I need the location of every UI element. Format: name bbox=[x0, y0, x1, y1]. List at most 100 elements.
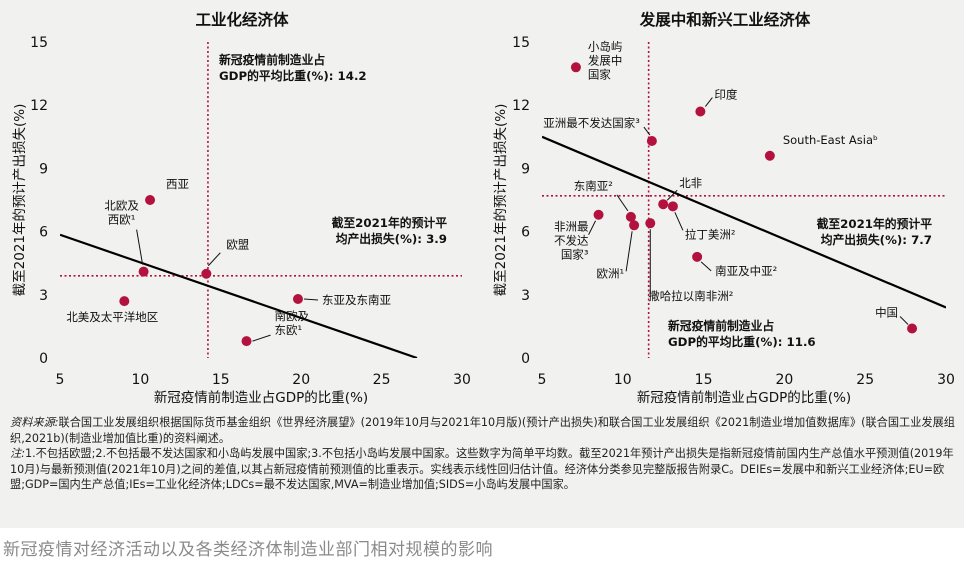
x-tick-label: 30 bbox=[937, 372, 955, 388]
data-point bbox=[570, 62, 581, 73]
data-point-label: 印度 bbox=[714, 88, 737, 102]
chart-title: 工业化经济体 bbox=[195, 10, 289, 29]
x-axis-label: 新冠疫情前制造业占GDP的比重(%) bbox=[154, 389, 368, 406]
label-leader-line bbox=[700, 261, 712, 272]
label-leader-line bbox=[303, 298, 319, 301]
y-tick-label: 0 bbox=[521, 351, 530, 367]
x-tick-label: 10 bbox=[614, 372, 632, 388]
y-tick-label: 6 bbox=[521, 225, 530, 241]
reference-lines bbox=[60, 42, 462, 358]
data-point bbox=[764, 150, 775, 161]
x-tick-label: 25 bbox=[373, 372, 391, 388]
x-tick-label: 5 bbox=[538, 372, 547, 388]
data-point-label: 南欧及 bbox=[275, 309, 310, 323]
x-tick-label: 30 bbox=[453, 372, 471, 388]
data-point-label: 发展中 bbox=[588, 53, 623, 67]
figure-panel: 工业化经济体 截至2021年的预计产出损失(%) 新冠疫情前制造业占GDP的比重… bbox=[0, 0, 964, 528]
notes-text: 1.不包括欧盟;2.不包括最不发达国家和小岛屿发展中国家;3.不包括小岛屿发展中… bbox=[10, 447, 954, 492]
data-point bbox=[138, 266, 149, 277]
label-leader-line bbox=[616, 194, 629, 212]
source-notes: 资料来源:联合国工业发展组织根据国际货币基金组织《世界经济展望》(2019年10… bbox=[10, 415, 956, 493]
data-point bbox=[658, 199, 669, 210]
vline-annotation-line1: 新冠疫情前制造业占 bbox=[219, 53, 325, 67]
data-point-label: 中国 bbox=[875, 306, 898, 320]
label-leader-line bbox=[207, 252, 221, 267]
data-point bbox=[119, 296, 130, 307]
data-point-label: 非洲最 bbox=[554, 220, 589, 234]
x-tick-label: 10 bbox=[131, 372, 149, 388]
label-leader-line bbox=[136, 229, 144, 265]
data-point bbox=[292, 294, 303, 305]
data-point-label: 西亚 bbox=[166, 177, 189, 191]
reference-lines bbox=[542, 42, 946, 358]
chart-developing-emerging: 发展中和新兴工业经济体 截至2021年的预计产出损失(%) 新冠疫情前制造业占 G… bbox=[493, 10, 955, 406]
label-leader-line bbox=[588, 220, 597, 235]
hline-annotation-line2: 均产出损失(%): 7.7 bbox=[821, 233, 932, 247]
regression-line bbox=[542, 135, 946, 309]
tick-labels: 5 10 15 20 25 30 0 3 6 9 12 15 bbox=[30, 35, 471, 388]
data-point-label: 亚洲最不发达国家³ bbox=[543, 116, 640, 130]
y-tick-label: 12 bbox=[30, 98, 48, 114]
data-point bbox=[201, 268, 212, 279]
data-point-label: 东亚及东南亚 bbox=[322, 293, 391, 307]
y-axis-label: 截至2021年的预计产出损失(%) bbox=[12, 104, 28, 297]
data-point bbox=[241, 336, 252, 347]
reference-annotations: 新冠疫情前制造业占 GDP的平均比重(%): 14.2 截至2021年的预计平 … bbox=[219, 53, 447, 246]
label-leader-line bbox=[252, 334, 271, 342]
regression-line-group bbox=[60, 233, 418, 358]
vline-annotation-line2: GDP的平均比重(%): 11.6 bbox=[668, 335, 816, 349]
y-tick-label: 15 bbox=[30, 35, 48, 51]
x-tick-label: 25 bbox=[856, 372, 874, 388]
vline-annotation-line1: 新冠疫情前制造业占 bbox=[668, 319, 774, 333]
source-paragraph: 资料来源:联合国工业发展组织根据国际货币基金组织《世界经济展望》(2019年10… bbox=[10, 415, 956, 446]
hline-annotation-line1: 截至2021年的预计平 bbox=[816, 217, 933, 231]
label-leader-line bbox=[704, 97, 713, 107]
label-leader-line bbox=[643, 126, 651, 136]
hline-annotation-line2: 均产出损失(%): 3.9 bbox=[336, 232, 447, 246]
chart-title: 发展中和新兴工业经济体 bbox=[639, 10, 811, 29]
data-point-label: 欧盟 bbox=[226, 238, 249, 252]
source-text: 联合国工业发展组织根据国际货币基金组织《世界经济展望》(2019年10月与202… bbox=[10, 416, 955, 445]
hline-annotation-line1: 截至2021年的预计平 bbox=[331, 216, 448, 230]
data-point-label: 东欧¹ bbox=[275, 323, 303, 337]
data-point-label: 南亚及中亚² bbox=[715, 264, 777, 278]
y-tick-label: 9 bbox=[39, 161, 48, 177]
x-tick-label: 15 bbox=[212, 372, 230, 388]
y-tick-label: 3 bbox=[521, 288, 530, 304]
data-point-label: 西欧¹ bbox=[108, 213, 136, 227]
data-point bbox=[629, 220, 640, 231]
chart-industrialized: 工业化经济体 截至2021年的预计产出损失(%) 新冠疫情前制造业占GDP的比重… bbox=[12, 10, 471, 406]
label-leader-line bbox=[674, 212, 684, 231]
data-point-label: 不发达 bbox=[554, 234, 589, 248]
data-point-label: 东南亚² bbox=[574, 179, 613, 193]
y-axis-label: 截至2021年的预计产出损失(%) bbox=[493, 104, 509, 297]
y-tick-label: 15 bbox=[512, 35, 530, 51]
data-point bbox=[692, 251, 703, 262]
data-point bbox=[645, 218, 656, 229]
label-leader-line bbox=[666, 189, 678, 201]
data-point-label: 欧洲¹ bbox=[596, 266, 624, 280]
data-point bbox=[145, 195, 156, 205]
data-point-label: 国家 bbox=[588, 67, 611, 81]
figure-caption: 新冠疫情对经济活动以及各类经济体制造业部门相对规模的影响 bbox=[3, 540, 493, 560]
data-point bbox=[625, 211, 636, 222]
y-tick-label: 6 bbox=[39, 225, 48, 241]
x-tick-label: 20 bbox=[292, 372, 310, 388]
data-point-label: 小岛屿 bbox=[588, 39, 623, 53]
source-label: 资料来源: bbox=[10, 416, 59, 429]
x-tick-label: 5 bbox=[56, 372, 65, 388]
x-tick-label: 20 bbox=[775, 372, 793, 388]
notes-paragraph: 注:1.不包括欧盟;2.不包括最不发达国家和小岛屿发展中国家;3.不包括小岛屿发… bbox=[10, 446, 956, 493]
data-point bbox=[907, 323, 918, 334]
tick-labels: 5 10 15 20 25 30 0 3 6 9 12 15 bbox=[512, 35, 955, 388]
reference-annotations: 新冠疫情前制造业占 GDP的平均比重(%): 11.6 截至2021年的预计平 … bbox=[668, 217, 932, 349]
y-tick-label: 3 bbox=[39, 288, 48, 304]
x-tick-label: 15 bbox=[695, 372, 713, 388]
data-point bbox=[695, 106, 706, 117]
regression-line bbox=[60, 233, 418, 358]
data-point-label: 撒哈拉以南非洲² bbox=[648, 289, 733, 303]
data-point-label: 国家³ bbox=[561, 248, 589, 262]
data-point-label: 北欧及 bbox=[104, 199, 139, 213]
